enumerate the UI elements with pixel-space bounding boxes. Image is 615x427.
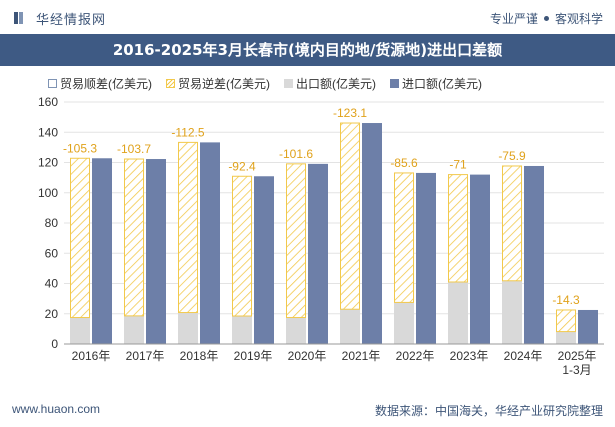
deficit-bar (502, 165, 522, 282)
legend-swatch-export (284, 78, 293, 88)
legend-label-export: 出口额(亿美元) (296, 76, 376, 91)
y-tick-label: 20 (45, 307, 59, 321)
x-tick-label: 2022年 (396, 349, 435, 363)
y-tick-label: 80 (45, 216, 59, 230)
y-tick-label: 140 (38, 125, 58, 139)
import-bar (146, 159, 166, 344)
export-bar (70, 317, 90, 344)
x-tick-label: 2019年 (234, 349, 273, 363)
x-tick-label: 2023年 (450, 349, 489, 363)
x-tick-label: 2017年 (126, 349, 165, 363)
deficit-bar (178, 141, 198, 314)
deficit-bar (286, 163, 306, 319)
bars: -105.3 -103.7 -112.5 -92.4 -101.6 -123.1 -85.6… (63, 106, 598, 345)
tagline-1: 专业严谨 (489, 12, 538, 26)
legend-label-import: 进口额(亿美元) (402, 76, 482, 91)
data-label: -101.6 (279, 147, 313, 161)
data-label: -105.3 (63, 141, 97, 155)
export-bar (556, 331, 576, 344)
data-label: -14.3 (552, 293, 580, 307)
import-bar (200, 142, 220, 344)
deficit-bar (448, 174, 468, 283)
export-bar (178, 312, 198, 344)
deficit-bar (394, 172, 414, 303)
x-tick-label: 1-3月 (562, 363, 591, 377)
title-bar: 2016-2025年3月长春市(境内目的地/货源地)进出口差额 (0, 34, 615, 66)
data-label: -85.6 (390, 156, 418, 170)
export-bar (340, 309, 360, 344)
brand-name: 华经情报网 (36, 11, 107, 27)
export-bar (502, 280, 522, 344)
x-tick-label: 2024年 (504, 349, 543, 363)
deficit-bar (70, 157, 90, 319)
import-bar (470, 174, 490, 344)
import-bar (416, 172, 436, 344)
website-link[interactable]: www.huaon.com (12, 402, 101, 416)
import-bar (308, 163, 328, 344)
legend-swatch-surplus (48, 78, 57, 88)
top-bar: 华经情报网 专业严谨 客观科学 (0, 0, 615, 34)
tagline: 专业严谨 客观科学 (490, 10, 603, 27)
y-tick-label: 100 (38, 186, 58, 200)
x-tick-label: 2020年 (288, 349, 327, 363)
import-bar (524, 165, 544, 344)
legend: 贸易顺差(亿美元) 贸易逆差(亿美元) 出口额(亿美元) 进口额(亿美元) (48, 74, 496, 92)
x-tick-label: 2025年 (558, 349, 597, 363)
import-bar (578, 309, 598, 344)
export-bar (286, 317, 306, 344)
deficit-bar (340, 122, 360, 310)
legend-item-export: 出口额(亿美元) (284, 75, 376, 92)
deficit-bar (232, 175, 252, 317)
brand[interactable]: 华经情报网 (14, 9, 106, 27)
legend-item-import: 进口额(亿美元) (390, 75, 482, 92)
axes: 0 20 40 60 80 100 120 140 160 2016年 2017年 2018年 2019… (38, 95, 604, 377)
y-tick-label: 60 (45, 246, 59, 260)
data-label: -112.5 (171, 125, 204, 139)
legend-item-surplus: 贸易顺差(亿美元) (48, 75, 152, 92)
logo-icon (14, 12, 23, 24)
x-tick-label: 2021年 (342, 349, 381, 363)
x-tick-label: 2018年 (180, 349, 219, 363)
data-label: -71 (449, 158, 467, 172)
chart-area: -105.3 -103.7 -112.5 -92.4 -101.6 -123.1 -85.6… (38, 95, 604, 377)
legend-label-surplus: 贸易顺差(亿美元) (60, 76, 152, 91)
gridlines (64, 101, 604, 345)
data-label: -92.4 (228, 159, 256, 173)
import-bar (254, 176, 274, 344)
y-tick-label: 120 (38, 156, 58, 170)
data-label: -123.1 (333, 106, 367, 120)
data-label: -103.7 (117, 142, 151, 156)
import-bar (92, 158, 112, 344)
y-tick-label: 0 (51, 337, 58, 351)
export-bar (394, 302, 414, 344)
y-tick-label: 160 (38, 95, 58, 109)
data-label: -75.9 (498, 149, 526, 163)
x-tick-label: 2016年 (72, 349, 111, 363)
legend-swatch-import (390, 78, 399, 88)
export-bar (124, 315, 144, 344)
tagline-2: 客观科学 (554, 12, 603, 26)
y-tick-label: 40 (45, 277, 59, 291)
export-bar (232, 316, 252, 344)
chart-title: 2016-2025年3月长春市(境内目的地/货源地)进出口差额 (112, 41, 503, 59)
import-bar (362, 123, 382, 345)
export-bar (448, 281, 468, 344)
footer: www.huaon.com 数据来源：中国海关，华经产业研究院整理 (0, 394, 615, 427)
legend-item-deficit: 贸易逆差(亿美元) (166, 75, 270, 92)
legend-label-deficit: 贸易逆差(亿美元) (178, 76, 270, 91)
deficit-bar (556, 309, 576, 333)
dot-icon (543, 16, 549, 21)
deficit-bar (124, 158, 144, 317)
legend-swatch-deficit (166, 78, 175, 88)
data-source: 数据来源：中国海关，华经产业研究院整理 (374, 404, 603, 418)
